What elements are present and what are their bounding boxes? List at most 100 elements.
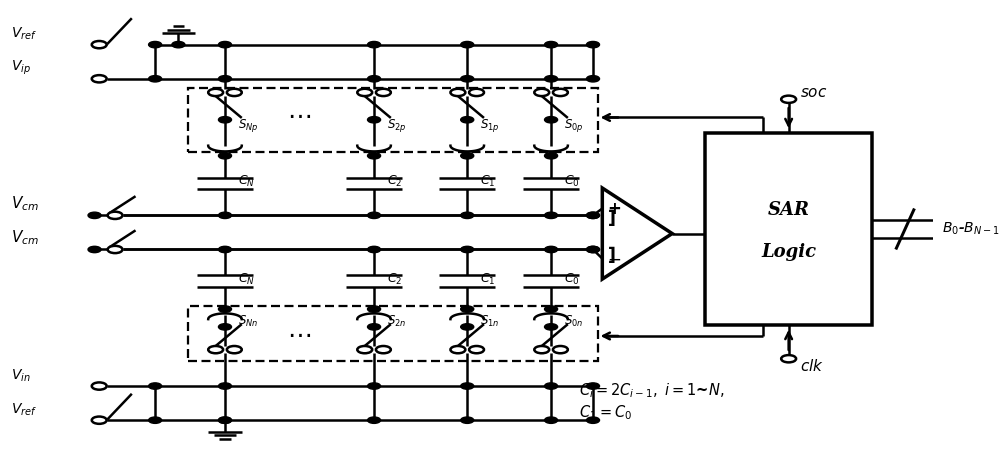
Circle shape xyxy=(545,153,558,159)
Circle shape xyxy=(469,89,484,96)
Circle shape xyxy=(545,116,558,123)
Circle shape xyxy=(149,76,162,82)
Text: Logic: Logic xyxy=(761,243,816,261)
Circle shape xyxy=(218,41,232,48)
Circle shape xyxy=(92,75,107,82)
Circle shape xyxy=(545,417,558,423)
Text: $C_0$: $C_0$ xyxy=(564,174,580,189)
Text: $C_N$: $C_N$ xyxy=(238,272,255,287)
Circle shape xyxy=(368,246,381,253)
Circle shape xyxy=(227,89,242,96)
Circle shape xyxy=(545,324,558,330)
Text: $C_i=2C_{i-1},\ i=1$~$N,$
$C_1=C_0$: $C_i=2C_{i-1},\ i=1$~$N,$ $C_1=C_0$ xyxy=(579,382,724,422)
Circle shape xyxy=(88,212,101,218)
Circle shape xyxy=(586,246,600,253)
Circle shape xyxy=(461,41,474,48)
Circle shape xyxy=(218,383,232,389)
Circle shape xyxy=(218,306,232,312)
Text: $S_{0p}$: $S_{0p}$ xyxy=(564,117,584,135)
Circle shape xyxy=(545,383,558,389)
Text: $clk$: $clk$ xyxy=(800,358,824,374)
Circle shape xyxy=(218,116,232,123)
Circle shape xyxy=(461,417,474,423)
Circle shape xyxy=(586,417,600,423)
Text: $S_{1p}$: $S_{1p}$ xyxy=(480,117,500,135)
Text: $V_{cm}$: $V_{cm}$ xyxy=(11,194,39,213)
Text: $C_N$: $C_N$ xyxy=(238,174,255,189)
Circle shape xyxy=(172,41,185,48)
Text: $B_0$-$B_{N-1}$: $B_0$-$B_{N-1}$ xyxy=(942,221,1000,237)
Circle shape xyxy=(149,41,162,48)
Circle shape xyxy=(108,246,123,253)
Bar xyxy=(705,133,872,325)
Circle shape xyxy=(92,41,107,48)
Circle shape xyxy=(545,41,558,48)
Text: $S_{Np}$: $S_{Np}$ xyxy=(238,117,259,135)
Text: $C_2$: $C_2$ xyxy=(387,174,402,189)
Circle shape xyxy=(108,212,123,219)
Text: $-$: $-$ xyxy=(607,250,621,267)
Circle shape xyxy=(218,324,232,330)
Text: $S_{1n}$: $S_{1n}$ xyxy=(480,314,500,329)
Circle shape xyxy=(357,346,372,353)
Circle shape xyxy=(368,306,381,312)
Circle shape xyxy=(218,212,232,218)
Circle shape xyxy=(534,346,549,353)
Text: $S_{2n}$: $S_{2n}$ xyxy=(387,314,406,329)
Text: $S_{2p}$: $S_{2p}$ xyxy=(387,117,407,135)
Circle shape xyxy=(534,89,549,96)
Circle shape xyxy=(368,383,381,389)
Circle shape xyxy=(218,153,232,159)
Circle shape xyxy=(545,246,558,253)
Circle shape xyxy=(149,417,162,423)
Circle shape xyxy=(545,76,558,82)
Text: $C_1$: $C_1$ xyxy=(480,174,496,189)
Circle shape xyxy=(586,212,600,218)
Circle shape xyxy=(376,346,391,353)
Circle shape xyxy=(586,76,600,82)
Circle shape xyxy=(781,96,796,103)
Text: [: [ xyxy=(605,243,613,261)
Circle shape xyxy=(461,153,474,159)
Circle shape xyxy=(218,246,232,253)
Circle shape xyxy=(461,306,474,312)
Text: [: [ xyxy=(605,207,613,224)
Text: $C_0$: $C_0$ xyxy=(564,272,580,287)
Text: $soc$: $soc$ xyxy=(800,85,827,100)
Circle shape xyxy=(461,116,474,123)
Circle shape xyxy=(586,41,600,48)
Circle shape xyxy=(368,76,381,82)
Circle shape xyxy=(376,89,391,96)
Circle shape xyxy=(781,355,796,362)
Circle shape xyxy=(586,246,600,253)
Text: $V_{ref}$: $V_{ref}$ xyxy=(11,402,37,418)
Circle shape xyxy=(149,383,162,389)
Circle shape xyxy=(586,383,600,389)
Text: $S_{0n}$: $S_{0n}$ xyxy=(564,314,583,329)
Circle shape xyxy=(368,116,381,123)
Circle shape xyxy=(553,346,568,353)
Text: $C_2$: $C_2$ xyxy=(387,272,402,287)
Circle shape xyxy=(218,417,232,423)
Circle shape xyxy=(461,212,474,218)
Text: $V_{in}$: $V_{in}$ xyxy=(11,367,30,384)
Circle shape xyxy=(450,346,465,353)
Circle shape xyxy=(461,383,474,389)
Circle shape xyxy=(218,417,232,423)
Text: $V_{cm}$: $V_{cm}$ xyxy=(11,229,39,247)
Circle shape xyxy=(368,153,381,159)
Circle shape xyxy=(553,89,568,96)
Circle shape xyxy=(227,346,242,353)
Circle shape xyxy=(461,246,474,253)
Text: $C_1$: $C_1$ xyxy=(480,272,496,287)
Text: +: + xyxy=(607,200,621,218)
Circle shape xyxy=(461,324,474,330)
Circle shape xyxy=(208,89,223,96)
Text: $V_{ip}$: $V_{ip}$ xyxy=(11,58,31,76)
Circle shape xyxy=(586,212,600,218)
Circle shape xyxy=(545,212,558,218)
Text: $\cdots$: $\cdots$ xyxy=(287,103,312,127)
Circle shape xyxy=(208,346,223,353)
Circle shape xyxy=(368,41,381,48)
Circle shape xyxy=(368,324,381,330)
